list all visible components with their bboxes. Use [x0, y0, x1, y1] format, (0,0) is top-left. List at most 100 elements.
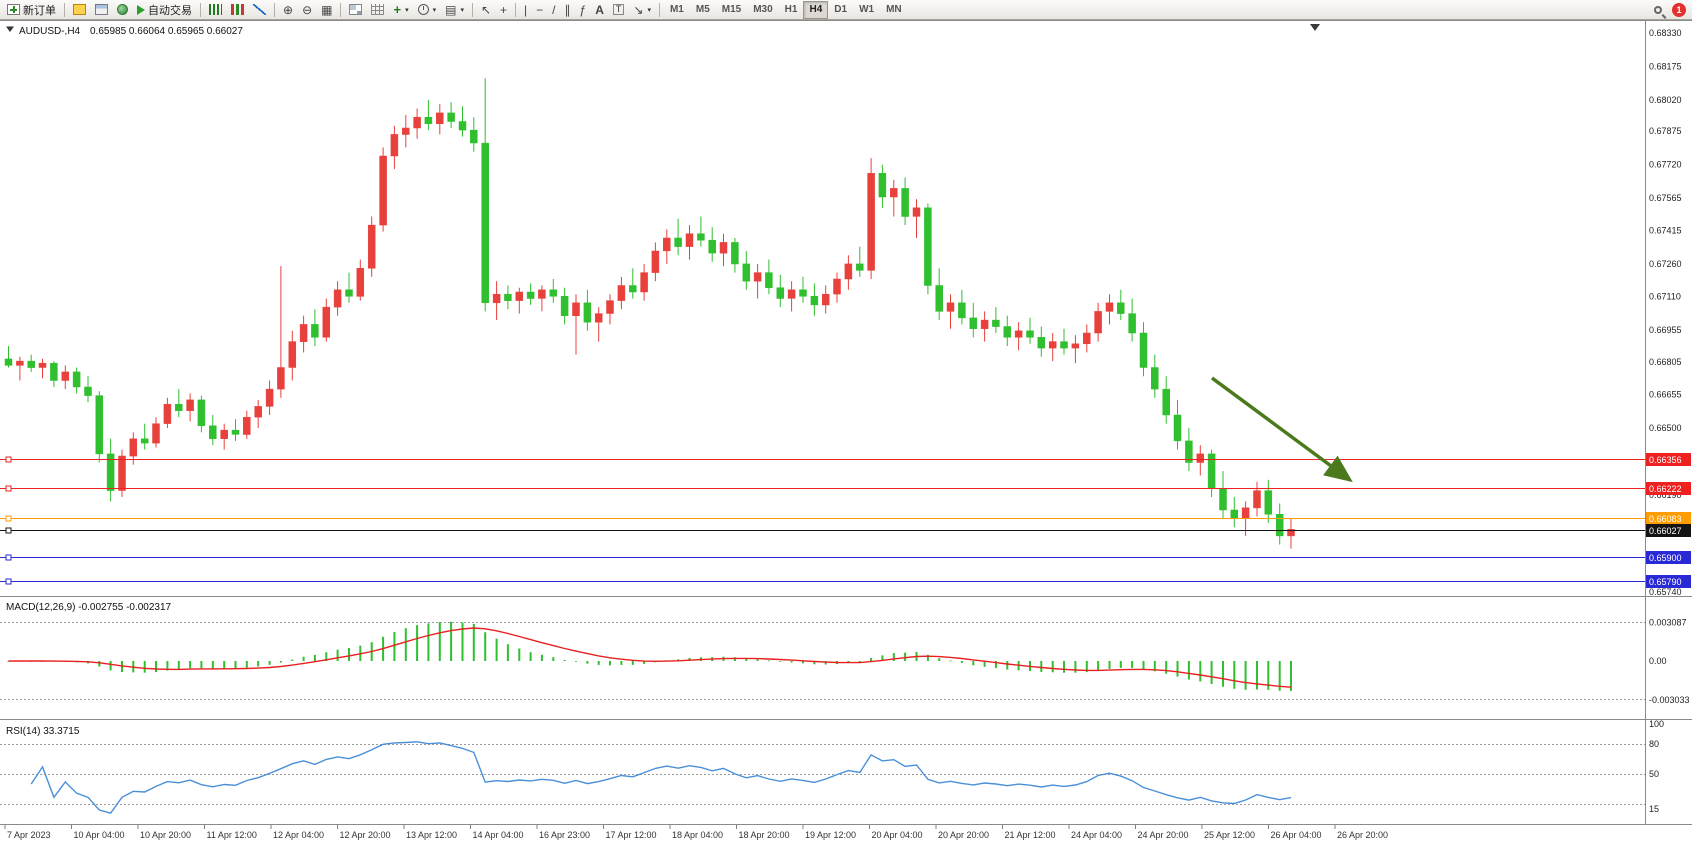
- fibonacci-button[interactable]: ƒ: [576, 1, 591, 19]
- line-handle[interactable]: [5, 578, 12, 585]
- chart-area: 0.68330 0.68175 0.68020 0.67875 0.67720 0.675…: [0, 20, 1692, 849]
- auto-arrange-icon: [349, 4, 363, 15]
- svg-text:0.003087: 0.003087: [1649, 618, 1687, 628]
- horizontal-line-icon: −: [536, 2, 544, 17]
- tile-windows-icon: ▦: [321, 2, 333, 17]
- search-button[interactable]: [1650, 1, 1666, 19]
- auto-trading-button[interactable]: 自动交易: [133, 1, 196, 19]
- strategy-tester-icon: [117, 4, 128, 15]
- svg-text:0.66500: 0.66500: [1649, 423, 1682, 433]
- tf-button-m5[interactable]: M5: [690, 1, 716, 19]
- text-icon: A: [595, 2, 604, 17]
- toolbar: 新订单 自动交易 ⊕ ⊖ ▦ + ▾ ▾ ▤ ▾ ↖ + | − / ∥ ƒ A T: [0, 0, 1692, 20]
- line-handle[interactable]: [5, 456, 12, 463]
- text-button[interactable]: A: [591, 1, 608, 19]
- svg-text:50: 50: [1649, 769, 1659, 779]
- cursor-icon: ↖: [480, 2, 492, 17]
- svg-text:24 Apr 20:00: 24 Apr 20:00: [1138, 830, 1189, 840]
- rsi-panel: RSI(14) 33.3715 100 80 50 15: [0, 719, 1664, 815]
- line-handle[interactable]: [5, 527, 12, 534]
- bar-chart-button[interactable]: [205, 1, 226, 19]
- new-order-button[interactable]: 新订单: [3, 1, 60, 19]
- svg-text:-0.003033: -0.003033: [1649, 695, 1690, 705]
- dropdown-arrow-icon: ▾: [647, 6, 651, 14]
- tf-button-w1[interactable]: W1: [853, 1, 880, 19]
- line-chart-icon: [253, 4, 266, 15]
- rsi-line: [30, 741, 1292, 815]
- level-lines[interactable]: 0.66356 0.66222 0.66083 0.66027 0.65900 0.657…: [0, 453, 1691, 588]
- terminal-button[interactable]: [91, 1, 112, 19]
- notification-badge[interactable]: 1: [1672, 2, 1686, 17]
- chart-canvas[interactable]: 0.68330 0.68175 0.68020 0.67875 0.67720 0.675…: [0, 20, 1692, 849]
- svg-text:11 Apr 12:00: 11 Apr 12:00: [207, 830, 257, 840]
- arrows-tool-button[interactable]: ↘ ▾: [629, 1, 655, 19]
- toolbar-separator: [658, 2, 660, 17]
- price-badge: [1646, 512, 1691, 525]
- auto-arrange-button[interactable]: [345, 1, 366, 19]
- svg-text:26 Apr 04:00: 26 Apr 04:00: [1271, 830, 1322, 840]
- candlestick-chart-button[interactable]: [227, 1, 248, 19]
- line-chart-button[interactable]: [249, 1, 270, 19]
- svg-text:20 Apr 04:00: 20 Apr 04:00: [872, 830, 923, 840]
- metaeditor-button[interactable]: [69, 1, 90, 19]
- svg-text:0.68330: 0.68330: [1649, 28, 1682, 38]
- svg-text:100: 100: [1649, 719, 1664, 729]
- svg-text:0.68020: 0.68020: [1649, 95, 1682, 105]
- text-label-button[interactable]: T: [609, 1, 629, 19]
- template-icon: ▤: [445, 2, 457, 17]
- toolbar-separator: [471, 2, 473, 17]
- svg-text:0.67875: 0.67875: [1649, 126, 1682, 136]
- price-badge: [1646, 482, 1691, 495]
- toolbar-separator: [515, 2, 517, 17]
- tf-button-d1[interactable]: D1: [828, 1, 853, 19]
- grid-button[interactable]: [367, 1, 388, 19]
- vertical-line-button[interactable]: |: [520, 1, 531, 19]
- auto-trading-label: 自动交易: [148, 4, 192, 17]
- chart-shift-marker[interactable]: [1310, 24, 1320, 31]
- tf-button-m30[interactable]: M30: [747, 1, 778, 19]
- horizontal-line-button[interactable]: −: [532, 1, 547, 19]
- chart-ohlc-values: 0.65985 0.66064 0.65965 0.66027: [90, 26, 243, 37]
- time-axis[interactable]: 7 Apr 2023 10 Apr 04:00 10 Apr 20:00 11 Apr…: [4, 825, 1388, 840]
- tf-button-m15[interactable]: M15: [716, 1, 747, 19]
- svg-text:0.66356: 0.66356: [1649, 455, 1682, 465]
- price-badge: [1646, 575, 1691, 588]
- candlesticks: [4, 78, 1295, 549]
- templates-button[interactable]: ▤ ▾: [441, 1, 468, 19]
- indicators-button[interactable]: + ▾: [389, 1, 412, 19]
- svg-text:0.67720: 0.67720: [1649, 160, 1682, 170]
- cursor-button[interactable]: ↖: [477, 1, 495, 19]
- channel-button[interactable]: ∥: [561, 1, 575, 19]
- svg-text:0.65790: 0.65790: [1649, 577, 1682, 587]
- tf-button-h1[interactable]: H1: [779, 1, 804, 19]
- line-handle[interactable]: [5, 485, 12, 492]
- price-badge: [1646, 453, 1691, 466]
- tf-button-m1[interactable]: M1: [664, 1, 690, 19]
- svg-text:7 Apr 2023: 7 Apr 2023: [7, 830, 51, 840]
- svg-text:80: 80: [1649, 739, 1659, 749]
- svg-text:19 Apr 12:00: 19 Apr 12:00: [805, 830, 856, 840]
- tf-button-mn[interactable]: MN: [880, 1, 908, 19]
- strategy-tester-button[interactable]: [113, 1, 132, 19]
- rsi-label: RSI(14) 33.3715: [6, 726, 80, 737]
- line-handle[interactable]: [5, 515, 12, 522]
- zoom-out-icon: ⊖: [302, 2, 313, 17]
- tile-windows-button[interactable]: ▦: [317, 1, 336, 19]
- svg-text:0.66083: 0.66083: [1649, 514, 1682, 524]
- periods-button[interactable]: ▾: [414, 1, 441, 19]
- vertical-line-icon: |: [524, 2, 528, 17]
- zoom-out-button[interactable]: ⊖: [298, 1, 316, 19]
- zoom-in-button[interactable]: ⊕: [279, 1, 297, 19]
- auto-trading-icon: [137, 4, 145, 15]
- text-label-icon: T: [612, 4, 625, 15]
- trend-arrow-annotation[interactable]: [1210, 376, 1353, 483]
- tf-button-h4[interactable]: H4: [803, 0, 829, 19]
- line-handle[interactable]: [5, 554, 12, 561]
- indicators-icon: +: [393, 1, 402, 17]
- zoom-in-icon: ⊕: [283, 2, 294, 17]
- symbol-panel-toggle-icon[interactable]: [6, 26, 14, 33]
- svg-text:0.65900: 0.65900: [1649, 553, 1682, 563]
- trendline-button[interactable]: /: [548, 1, 559, 19]
- crosshair-button[interactable]: +: [496, 1, 511, 19]
